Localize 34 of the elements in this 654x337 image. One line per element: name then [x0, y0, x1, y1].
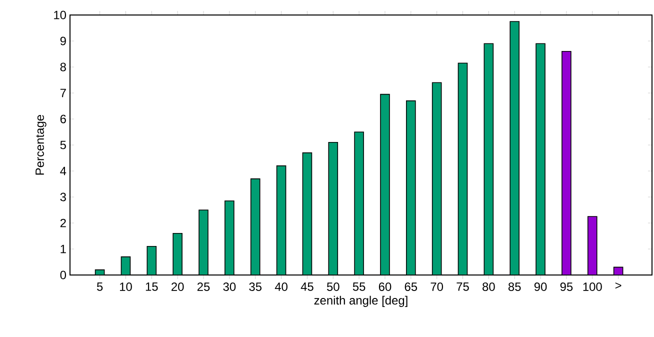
- x-tick-label: >: [615, 282, 622, 289]
- x-tick-label: 65: [404, 282, 418, 291]
- y-tick-label: 1: [60, 244, 66, 254]
- x-tick-label: 10: [120, 282, 132, 291]
- y-tick-label: 8: [60, 62, 66, 72]
- y-tick-label: 3: [60, 192, 66, 202]
- x-tick-label: 50: [326, 282, 340, 291]
- x-tick-label: 90: [534, 282, 547, 291]
- x-tick-label: 5: [96, 282, 103, 291]
- x-tick-label: 55: [352, 282, 366, 291]
- x-tick-label: 30: [223, 282, 236, 291]
- x-tick-label: 25: [197, 282, 210, 291]
- y-tick-label: 2: [60, 218, 66, 228]
- x-tick-label: 35: [249, 282, 262, 291]
- y-tick-label: 5: [60, 140, 66, 150]
- y-tick-label: 4: [60, 166, 66, 176]
- x-tick-label: 75: [456, 282, 469, 291]
- y-tick-label: 6: [60, 114, 66, 124]
- y-tick-label: 10: [54, 10, 66, 20]
- x-tick-label: 95: [560, 282, 573, 291]
- x-tick-label: 100: [583, 282, 602, 291]
- y-tick-label: 9: [60, 36, 66, 46]
- y-axis-title: Percentage: [36, 114, 46, 175]
- x-tick-label: 40: [274, 282, 288, 291]
- x-tick-label: 80: [482, 282, 495, 291]
- x-tick-label: 85: [508, 282, 521, 291]
- y-tick-label: 0: [60, 270, 66, 280]
- x-tick-label: 15: [146, 282, 158, 291]
- x-axis-title: zenith angle [deg]: [314, 296, 408, 307]
- x-tick-label: 45: [300, 282, 314, 291]
- x-tick-label: 20: [172, 282, 184, 291]
- x-tick-label: 70: [430, 282, 444, 291]
- y-tick-label: 7: [60, 88, 66, 98]
- x-tick-label: 60: [378, 282, 392, 291]
